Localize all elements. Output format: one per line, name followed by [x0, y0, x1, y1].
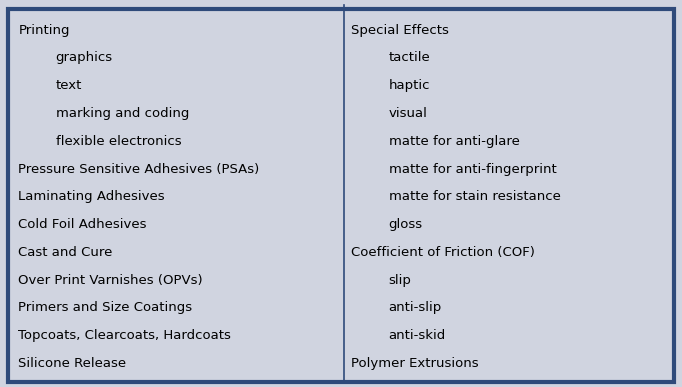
Text: graphics: graphics: [56, 51, 113, 64]
FancyBboxPatch shape: [8, 9, 674, 382]
Text: matte for stain resistance: matte for stain resistance: [389, 190, 561, 203]
Text: Silicone Release: Silicone Release: [18, 357, 126, 370]
Text: flexible electronics: flexible electronics: [56, 135, 181, 148]
Text: Cast and Cure: Cast and Cure: [18, 246, 113, 259]
Text: Pressure Sensitive Adhesives (PSAs): Pressure Sensitive Adhesives (PSAs): [18, 163, 260, 176]
Text: matte for anti-fingerprint: matte for anti-fingerprint: [389, 163, 557, 176]
Text: anti-skid: anti-skid: [389, 329, 446, 342]
Text: marking and coding: marking and coding: [56, 107, 189, 120]
Text: gloss: gloss: [389, 218, 423, 231]
Text: slip: slip: [389, 274, 411, 287]
Text: Special Effects: Special Effects: [351, 24, 449, 37]
Text: anti-slip: anti-slip: [389, 301, 442, 315]
Text: Topcoats, Clearcoats, Hardcoats: Topcoats, Clearcoats, Hardcoats: [18, 329, 231, 342]
Text: matte for anti-glare: matte for anti-glare: [389, 135, 520, 148]
Text: Laminating Adhesives: Laminating Adhesives: [18, 190, 165, 203]
Text: visual: visual: [389, 107, 428, 120]
Text: text: text: [56, 79, 82, 92]
Text: Cold Foil Adhesives: Cold Foil Adhesives: [18, 218, 147, 231]
Text: Polymer Extrusions: Polymer Extrusions: [351, 357, 479, 370]
Text: Over Print Varnishes (OPVs): Over Print Varnishes (OPVs): [18, 274, 203, 287]
Text: haptic: haptic: [389, 79, 430, 92]
Text: Printing: Printing: [18, 24, 70, 37]
Text: Primers and Size Coatings: Primers and Size Coatings: [18, 301, 192, 315]
Text: tactile: tactile: [389, 51, 430, 64]
Text: Coefficient of Friction (COF): Coefficient of Friction (COF): [351, 246, 535, 259]
